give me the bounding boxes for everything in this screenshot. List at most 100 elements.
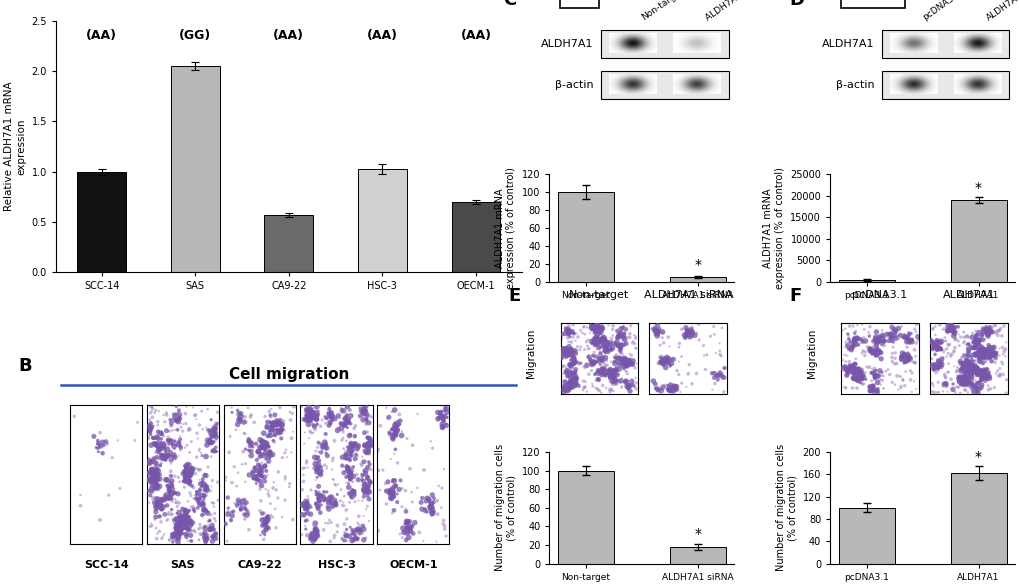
Point [223,507,239,517]
Point [591,324,607,333]
Point [973,374,989,383]
Point [690,319,706,329]
Point [585,319,601,329]
Point [589,326,605,335]
Point [337,473,354,482]
Point [167,495,183,504]
Point [604,372,621,382]
Point [567,336,583,345]
Point [146,454,162,463]
Point [145,404,161,413]
Point [898,332,914,341]
Point [870,369,887,378]
Point [302,532,318,541]
Point [150,494,166,503]
Point [625,330,641,340]
Point [943,327,959,336]
Bar [838,280,894,282]
Point [300,416,316,425]
Point [235,417,252,427]
Point [205,531,221,541]
Point [938,323,955,332]
Point [648,384,664,393]
Point [403,488,419,497]
Point [993,357,1009,367]
Point [310,532,326,541]
Point [592,335,608,345]
Point [924,325,941,334]
Point [893,353,909,363]
Point [665,382,682,391]
Point [321,515,337,525]
Point [577,382,593,392]
Point [383,407,399,416]
Point [183,464,200,474]
Point [965,387,981,397]
Point [338,537,355,546]
Point [579,352,595,362]
Point [596,334,612,343]
Point [587,340,603,349]
Point [345,529,362,538]
Point [900,328,916,338]
Point [589,328,605,337]
Point [144,473,160,482]
Point [196,505,212,515]
Point [874,330,891,340]
Point [253,531,269,540]
Point [386,420,403,430]
Point [400,532,417,542]
Point [249,474,265,484]
Point [304,529,320,539]
Point [112,484,128,493]
Point [978,375,995,384]
Point [677,333,693,343]
Point [864,385,880,394]
Point [237,417,254,427]
Point [152,470,168,479]
Point [191,535,207,545]
Point [859,342,875,352]
Point [895,350,911,359]
Point [352,403,368,413]
Point [849,368,865,377]
Point [846,335,862,345]
Point [142,424,158,433]
Point [957,375,973,384]
Point [260,453,276,462]
Point [592,360,608,369]
Point [708,371,725,380]
Point [269,417,285,426]
Point [844,340,860,350]
Point [396,519,413,529]
Point [187,410,204,420]
Point [303,510,319,519]
Point [162,487,178,496]
Point [90,436,106,446]
Point [88,443,104,452]
Point [178,476,195,485]
Point [836,350,852,359]
Point [182,469,199,478]
Bar [881,31,1009,58]
Point [968,366,984,375]
Point [886,359,902,369]
Point [585,357,601,367]
Point [590,321,606,330]
Point [203,415,219,424]
Point [339,442,356,451]
Point [256,518,272,528]
Point [934,347,951,356]
Point [648,326,664,335]
Point [371,485,387,495]
Point [850,363,866,373]
Point [922,338,938,347]
Point [308,529,324,539]
Point [567,349,583,358]
Point [887,354,903,363]
Point [341,448,358,457]
Point [588,357,604,367]
Point [336,463,353,472]
Point [260,486,276,495]
Point [176,465,193,475]
